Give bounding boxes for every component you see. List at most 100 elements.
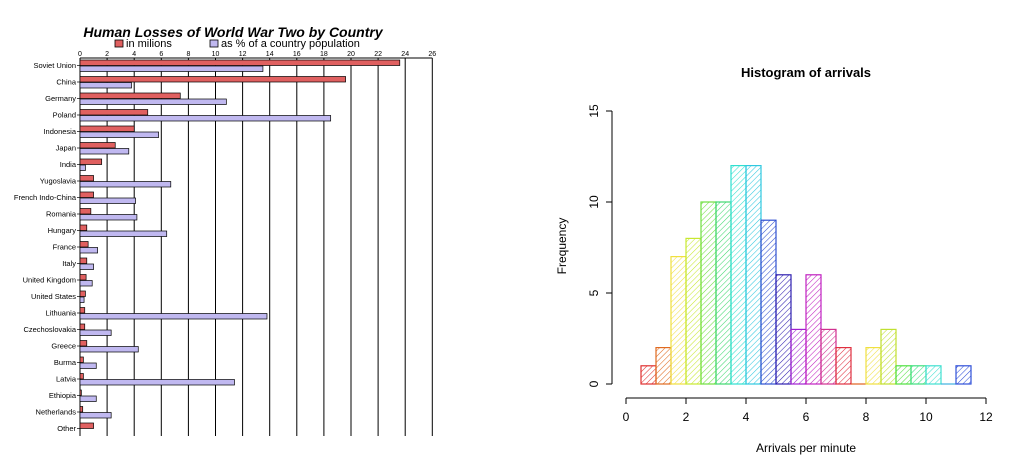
histogram-bar — [715, 201, 732, 385]
histogram-y-label: Frequency — [555, 218, 569, 275]
category-label: France — [53, 243, 76, 252]
category-label: Italy — [62, 259, 76, 268]
category-label: French Indo-China — [14, 193, 77, 202]
bar-millions — [79, 241, 89, 248]
histogram-x-label: Arrivals per minute — [756, 441, 856, 455]
x-tick-label: 2 — [105, 51, 109, 58]
x-tick-label: 12 — [979, 410, 993, 424]
losses-category-labels: Soviet Union China Germany Poland Indonesia J… — [14, 61, 80, 433]
bar-millions — [79, 356, 84, 363]
histogram-bar — [670, 256, 687, 385]
bar-millions — [79, 92, 181, 99]
histogram-bar — [685, 237, 702, 385]
bar-percent — [79, 313, 268, 320]
bar-millions — [79, 76, 346, 83]
x-tick-label: 0 — [623, 410, 630, 424]
x-tick-label: 0 — [78, 51, 82, 58]
bar-percent — [79, 164, 86, 171]
category-label: Indonesia — [43, 127, 76, 136]
bar-millions — [79, 373, 84, 380]
losses-chart-title: Human Losses of World War Two by Country — [83, 24, 383, 40]
bar-percent — [79, 65, 264, 72]
legend-label-percent: as % of a country population — [221, 38, 360, 50]
bar-millions — [79, 340, 88, 347]
bar-millions — [79, 59, 401, 66]
bar-percent — [79, 346, 139, 353]
bar-percent — [79, 263, 94, 270]
y-tick-label: 5 — [587, 289, 601, 296]
bar-percent — [79, 131, 159, 138]
legend-label-millions: in milions — [126, 38, 172, 50]
bar-millions — [79, 422, 94, 429]
category-label: Greece — [51, 342, 76, 351]
category-label: Germany — [45, 94, 76, 103]
histogram-bar — [955, 365, 972, 385]
histogram-bar — [865, 347, 882, 385]
histogram-bar — [880, 328, 897, 385]
bar-percent — [79, 197, 136, 204]
bar-percent — [79, 115, 332, 122]
histogram-bar — [835, 347, 852, 385]
x-tick-label: 14 — [266, 51, 274, 58]
x-tick-label: 6 — [159, 51, 163, 58]
losses-legend: in milions as % of a country population — [114, 38, 360, 50]
losses-grid — [79, 57, 433, 436]
bar-millions — [79, 142, 116, 149]
x-tick-label: 4 — [132, 51, 136, 58]
bar-millions — [79, 125, 135, 132]
bar-percent — [79, 296, 85, 303]
histogram-bar — [700, 201, 717, 385]
histogram-bar — [640, 365, 657, 385]
category-label: Lithuania — [46, 309, 77, 318]
bar-millions — [79, 257, 88, 264]
histogram-title: Histogram of arrivals — [741, 65, 871, 80]
bar-percent — [79, 98, 227, 105]
bar-percent — [79, 280, 93, 287]
histogram-bar — [760, 219, 777, 385]
category-label: Japan — [56, 144, 76, 153]
bar-percent — [79, 148, 130, 155]
bar-percent — [79, 247, 98, 254]
category-label: United States — [31, 292, 76, 301]
category-label: United Kingdom — [23, 276, 76, 285]
x-tick-label: 22 — [374, 51, 382, 58]
x-tick-label: 18 — [320, 51, 328, 58]
bar-millions — [79, 175, 94, 182]
bar-percent — [79, 395, 97, 402]
bar-millions — [79, 406, 84, 413]
bar-millions — [79, 323, 86, 330]
histogram-bars — [640, 165, 972, 385]
category-label: Romania — [46, 210, 77, 219]
category-label: Yugoslavia — [40, 177, 77, 186]
bar-percent — [79, 362, 97, 369]
histogram-bar — [775, 274, 792, 385]
bar-percent — [79, 230, 168, 237]
losses-x-ticks: 0 2 4 6 8 10 12 14 16 18 20 22 24 26 — [78, 51, 436, 58]
histogram-bar — [730, 165, 747, 385]
bar-millions — [79, 109, 149, 116]
category-label: Poland — [53, 111, 76, 120]
bar-millions — [79, 208, 92, 215]
category-label: Latvia — [56, 375, 77, 384]
histogram-bar — [925, 365, 942, 385]
y-tick-label: 10 — [587, 195, 601, 209]
category-label: Netherlands — [36, 408, 77, 417]
x-tick-label: 4 — [743, 410, 750, 424]
x-tick-label: 10 — [919, 410, 933, 424]
legend-swatch-millions — [114, 39, 124, 48]
y-tick-label: 15 — [587, 104, 601, 118]
x-tick-label: 6 — [803, 410, 810, 424]
x-tick-label: 12 — [239, 51, 247, 58]
losses-chart: Human Losses of World War Two by Country… — [14, 24, 436, 436]
x-tick-label: 10 — [212, 51, 220, 58]
bar-millions — [79, 191, 94, 198]
bar-percent — [79, 329, 112, 336]
category-label: Soviet Union — [33, 61, 76, 70]
bar-millions — [79, 307, 86, 314]
bar-percent — [79, 181, 172, 188]
y-tick-label: 0 — [587, 380, 601, 387]
bar-millions — [79, 389, 82, 396]
x-tick-label: 8 — [186, 51, 190, 58]
histogram-bar — [745, 165, 762, 385]
